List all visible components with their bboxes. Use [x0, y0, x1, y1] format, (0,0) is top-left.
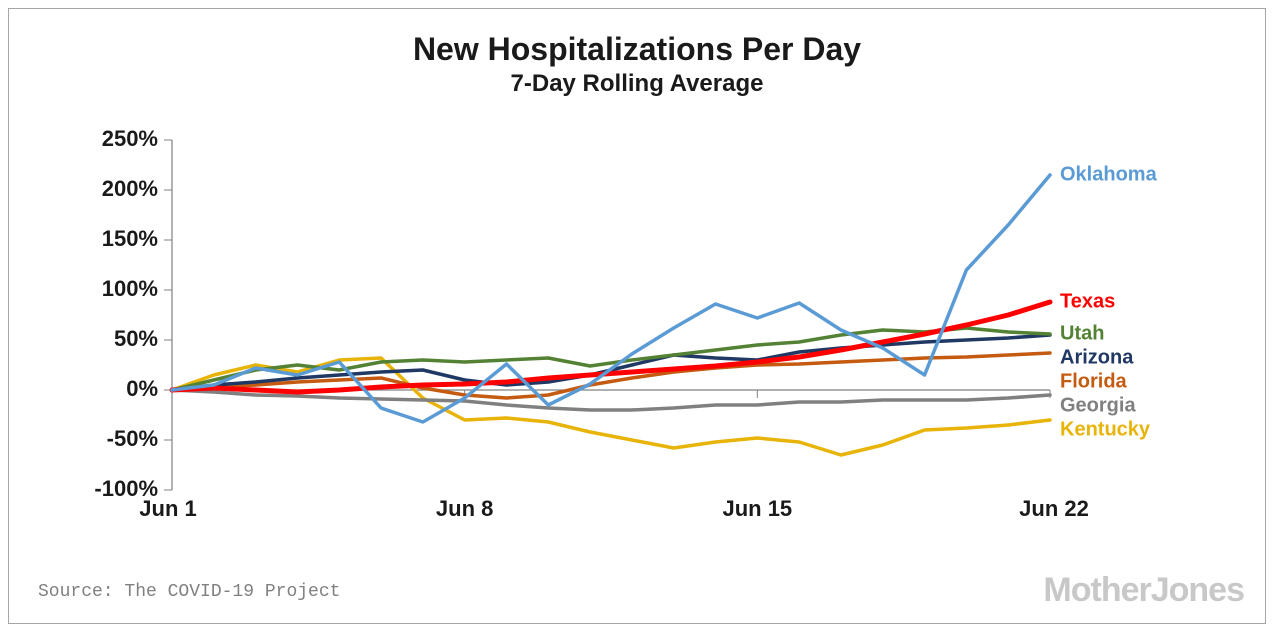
brand-logo: MotherJones	[1043, 571, 1244, 610]
svg-text:100%: 100%	[102, 276, 158, 301]
svg-text:-50%: -50%	[107, 426, 158, 451]
source-text: Source: The COVID-19 Project	[38, 582, 340, 602]
legend-arizona: Arizona	[1060, 346, 1134, 368]
svg-text:Jun 15: Jun 15	[722, 496, 792, 521]
legend-georgia: Georgia	[1060, 394, 1136, 416]
svg-text:250%: 250%	[102, 126, 158, 151]
svg-text:0%: 0%	[126, 376, 158, 401]
svg-text:Jun 22: Jun 22	[1019, 496, 1089, 521]
legend-texas: Texas	[1060, 290, 1115, 312]
svg-text:50%: 50%	[114, 326, 158, 351]
svg-text:Jun 8: Jun 8	[436, 496, 493, 521]
series-oklahoma	[172, 175, 1050, 422]
line-chart: -100%-50%0%50%100%150%200%250%Jun 1Jun 8…	[0, 0, 1274, 632]
legend-oklahoma: Oklahoma	[1060, 163, 1158, 185]
svg-text:Jun 1: Jun 1	[139, 496, 196, 521]
legend-florida: Florida	[1060, 370, 1128, 392]
legend-kentucky: Kentucky	[1060, 418, 1151, 440]
svg-text:200%: 200%	[102, 176, 158, 201]
svg-text:150%: 150%	[102, 226, 158, 251]
legend-utah: Utah	[1060, 322, 1104, 344]
